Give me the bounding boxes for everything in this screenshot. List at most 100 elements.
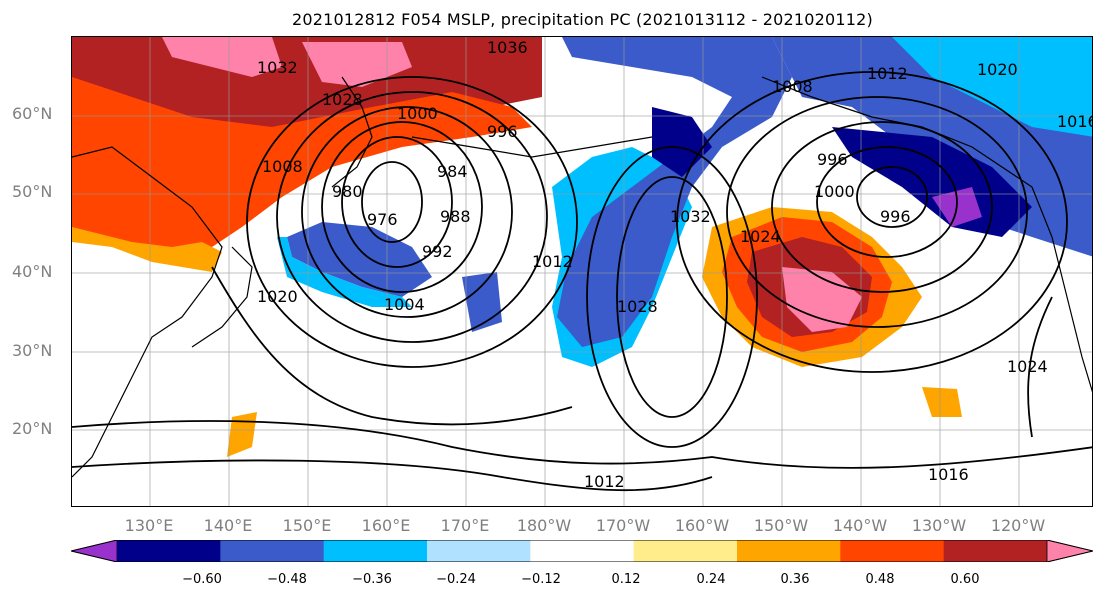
isobar-1024 <box>1027 296 1053 438</box>
isobar-label: 1004 <box>384 295 425 314</box>
lat-label-20n: 20°N <box>12 419 53 438</box>
isobar-label: 1020 <box>257 287 298 306</box>
precip-region-pacific-navy <box>652 107 712 177</box>
precip-region-small-gold <box>227 412 257 457</box>
isobar-label: 1016 <box>928 465 969 484</box>
precip-region-pacific-pink <box>782 267 862 332</box>
isobar-label: 988 <box>440 207 471 226</box>
isobar-low-west-2 <box>341 136 453 268</box>
colorbar-tick: 0.36 <box>780 572 810 587</box>
precip-region-asia-gold <box>72 227 222 272</box>
isobar-low-east-5 <box>676 71 1068 373</box>
map-svg: 1036 1032 1028 1000 996 984 980 976 988 … <box>72 37 1093 506</box>
colorbar-segment <box>840 540 945 562</box>
colorbar-extend-low <box>71 540 118 562</box>
lon-label: 160°W <box>674 516 730 535</box>
coastline-japan <box>191 246 253 348</box>
lon-label: 140°W <box>832 516 888 535</box>
isobar-low-west-6 <box>246 76 578 368</box>
colorbar-tick: 0.60 <box>950 572 980 587</box>
lon-label: 140°E <box>203 516 253 535</box>
lon-label: 120°W <box>990 516 1046 535</box>
isobar-labels: 1036 1032 1028 1000 996 984 980 976 988 … <box>257 38 1093 491</box>
colorbar-segment <box>633 540 738 562</box>
precip-region-pacific-blue <box>557 37 792 347</box>
precip-region-hawaii-gold <box>922 387 962 417</box>
colorbar-segment <box>530 540 635 562</box>
colorbar-segment <box>117 540 221 562</box>
isobar-label: 1016 <box>1057 112 1093 131</box>
isobar-label: 1012 <box>584 472 625 491</box>
lon-label: 180°W <box>516 516 572 535</box>
isobar-low-east-2 <box>816 146 958 258</box>
precip-region-pink-north <box>162 37 282 77</box>
lon-label: 150°W <box>753 516 809 535</box>
precip-region-westcoast-cyan <box>892 37 1092 137</box>
coastline-north-america <box>1031 186 1092 393</box>
colorbar-tick: −0.12 <box>521 572 561 587</box>
lat-label-40n: 40°N <box>12 262 53 281</box>
isobar-label: 1008 <box>262 157 303 176</box>
colorbar-tick: 0.12 <box>611 572 641 587</box>
colorbar-segments <box>71 540 1093 562</box>
isobar-label: 1000 <box>814 182 855 201</box>
lon-label: 170°W <box>595 516 651 535</box>
precip-region-japan-blue <box>287 222 432 297</box>
isobar-label: 1032 <box>257 58 298 77</box>
colorbar-segment <box>427 540 531 562</box>
colorbar <box>71 540 1093 562</box>
isobar-label: 996 <box>817 150 848 169</box>
precip-region-japan-cyan <box>277 237 412 307</box>
isobar-label: 1024 <box>740 227 781 246</box>
graticule <box>72 37 1092 506</box>
precip-region-pink-center <box>302 42 412 87</box>
precip-positive-shading <box>72 37 962 457</box>
colorbar-segment <box>220 540 325 562</box>
precip-negative-shading <box>277 37 1092 367</box>
isobar-low-west-1 <box>361 161 423 243</box>
colorbar-tick: −0.24 <box>436 572 476 587</box>
isobar-low-east-3 <box>771 121 993 293</box>
colorbar-segment <box>737 540 841 562</box>
colorbar-segment <box>943 540 1048 562</box>
precip-region-westcoast-navy <box>832 127 1032 237</box>
isobar-label: 980 <box>332 182 363 201</box>
lon-label: 160°E <box>361 516 411 535</box>
lon-label: 130°W <box>911 516 967 535</box>
precip-region-asia-orange <box>72 77 532 252</box>
colorbar-tick: −0.48 <box>267 572 307 587</box>
colorbar-tick: 0.48 <box>865 572 895 587</box>
isobar-label: 984 <box>437 162 468 181</box>
isobar-low-east-4 <box>726 96 1028 328</box>
isobar-label: 1000 <box>397 104 438 123</box>
isobar-high-center-2 <box>586 146 758 448</box>
coastline-aleutians <box>411 136 653 158</box>
map-title: 2021012812 F054 MSLP, precipitation PC (… <box>291 10 874 29</box>
isobar-label: 1012 <box>532 252 573 271</box>
isobar-label: 992 <box>422 242 453 261</box>
isobar-1012 <box>72 459 713 492</box>
colorbar-tick: −0.60 <box>182 572 222 587</box>
isobar-low-east-1 <box>856 166 928 228</box>
isobar-high-center-1 <box>616 176 728 418</box>
isobar-label: 996 <box>487 122 518 141</box>
isobar-label: 1020 <box>977 60 1018 79</box>
isobar-label: 1028 <box>322 90 363 109</box>
lat-label-30n: 30°N <box>12 341 53 360</box>
lat-label-50n: 50°N <box>12 182 53 201</box>
isobar-1016 <box>72 420 1092 469</box>
map-panel: 1036 1032 1028 1000 996 984 980 976 988 … <box>71 36 1093 507</box>
colorbar-segment <box>323 540 428 562</box>
lon-label: 150°E <box>282 516 332 535</box>
colorbar-tick: −0.36 <box>352 572 392 587</box>
isobar-1020 <box>211 266 573 426</box>
lon-label: 130°E <box>124 516 174 535</box>
isobar-low-west-5 <box>276 91 548 343</box>
colorbar-extend-high <box>1046 540 1093 562</box>
coastline-kamchatka <box>331 76 373 188</box>
isobar-label: 1024 <box>1007 357 1048 376</box>
lat-label-60n: 60°N <box>12 104 53 123</box>
isobar-label: 996 <box>880 207 911 226</box>
isobar-label: 976 <box>367 210 398 229</box>
lon-label: 170°E <box>440 516 490 535</box>
